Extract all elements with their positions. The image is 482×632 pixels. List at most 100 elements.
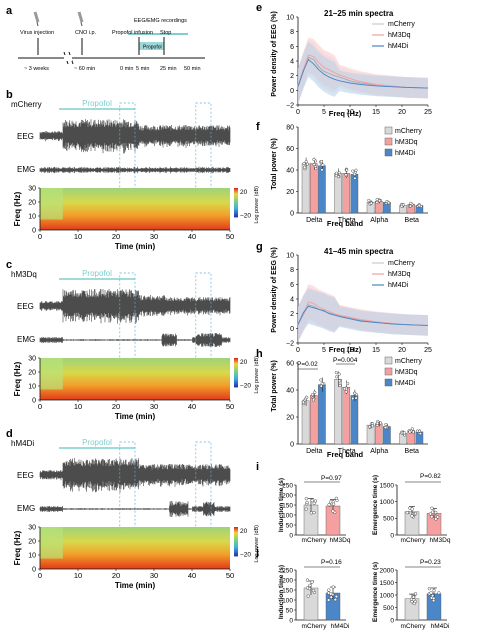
data-point xyxy=(354,396,358,400)
j-ind-pvalue: P=0.16 xyxy=(321,559,342,566)
pair-y-tick-label: 1000 xyxy=(380,592,395,599)
data-point xyxy=(327,588,331,592)
data-point xyxy=(309,511,313,515)
pair-y-tick-label: 100 xyxy=(282,512,293,519)
data-point xyxy=(313,390,317,394)
pair-y-tick-label: 150 xyxy=(282,587,293,594)
legend-h-hm4di: hM4Di xyxy=(395,380,416,387)
data-point xyxy=(338,379,342,383)
eeg-label: EEG xyxy=(17,471,34,480)
data-point xyxy=(354,168,358,172)
legend-f-hm4di: hM4Di xyxy=(395,150,416,157)
data-point xyxy=(305,500,309,505)
data-point xyxy=(432,589,436,593)
panel-letter-f: f xyxy=(256,121,260,133)
bars-y-tick-label: 40 xyxy=(286,388,294,395)
propofol-infusion-label: Propofol infusion xyxy=(112,30,153,36)
spectra-y-tick-label: 2 xyxy=(290,311,294,318)
data-point xyxy=(312,510,316,515)
time-axis-label: Time (min) xyxy=(115,581,156,590)
bar-delta-hm4di xyxy=(318,165,326,214)
emg-label: EMG xyxy=(17,335,35,344)
pair-y-tick-label: 250 xyxy=(282,567,293,574)
spectra-band-hm4di xyxy=(298,41,428,105)
trace-panels: mCherry Propofol EEG EMG 0 10 20 30 0 10 20 30 40 50 F… xyxy=(11,99,260,590)
spec-y-tick-label: 10 xyxy=(28,553,36,560)
i-ind-ylabel: Induction time (s) xyxy=(278,478,285,532)
data-point xyxy=(377,199,381,203)
spec-y-tick-label: 0 xyxy=(32,228,36,235)
pair-y-tick-label: 0 xyxy=(390,532,394,539)
spec-x-tick-label: 10 xyxy=(74,402,82,411)
bars-h-legend: mCherry hM3Dq hM4Di xyxy=(384,356,422,387)
spectra-x-tick-label: 5 xyxy=(322,109,326,116)
data-point xyxy=(302,400,306,404)
data-point xyxy=(312,163,316,167)
i-eme-pvalue: P=0.82 xyxy=(420,473,441,480)
tick-label-60min: ~ 60 min xyxy=(74,66,95,72)
data-point xyxy=(310,498,314,503)
data-point xyxy=(410,514,414,518)
spectra-y-tick-label: 10 xyxy=(286,253,294,260)
bars-y-tick-label: 80 xyxy=(286,125,294,132)
data-point xyxy=(319,384,323,388)
propofol-label: Propofol xyxy=(82,99,112,108)
pair-y-tick-label: 1500 xyxy=(380,482,395,489)
freq-axis-label: Freq (Hz) xyxy=(13,530,22,565)
data-point xyxy=(431,594,435,598)
spec-x-tick-label: 50 xyxy=(226,402,234,411)
spec-x-tick-label: 30 xyxy=(150,402,158,411)
data-point xyxy=(304,507,308,511)
data-point xyxy=(411,595,416,599)
spectra-e-ylabel: Power density of EEG (%) xyxy=(271,11,278,97)
colorbar-tick-high: 20 xyxy=(240,359,248,366)
propofol-label: Propofol xyxy=(82,438,112,447)
emg-trace xyxy=(39,333,231,347)
spectra-y-tick-label: −2 xyxy=(286,103,294,110)
bars-category-label: Theta xyxy=(338,217,356,224)
data-point xyxy=(387,201,391,205)
spectra-line-hm4di xyxy=(297,58,429,89)
data-point xyxy=(334,594,339,599)
data-point xyxy=(413,592,418,596)
j-group-4: hM4Di xyxy=(431,623,450,630)
data-point xyxy=(413,511,418,516)
data-point xyxy=(353,391,357,395)
data-point xyxy=(410,507,414,511)
data-point xyxy=(321,163,325,167)
spectrogram-wake-region xyxy=(40,358,63,390)
spectra-y-tick-label: 4 xyxy=(290,59,294,66)
tick-label-25min: 25 min xyxy=(160,66,177,72)
spectrogram-wake-region xyxy=(40,188,63,220)
spectra-y-tick-label: 10 xyxy=(286,15,294,22)
data-point xyxy=(345,168,349,172)
time-axis-label: Time (min) xyxy=(115,242,156,251)
spec-x-tick-label: 0 xyxy=(38,571,42,580)
data-point xyxy=(435,515,440,519)
spec-y-tick-label: 20 xyxy=(28,200,36,207)
spec-x-tick-label: 40 xyxy=(188,232,196,241)
legend-e-hm3dq: hM3Dq xyxy=(388,32,411,39)
pair-y-tick-label: 100 xyxy=(282,597,293,604)
spec-x-tick-label: 30 xyxy=(150,232,158,241)
pair-y-tick-label: 50 xyxy=(286,522,294,529)
data-point xyxy=(379,421,383,425)
eeg-trace xyxy=(39,458,231,493)
data-point xyxy=(368,425,372,429)
tick-label-50min: 50 min xyxy=(184,66,201,72)
data-point xyxy=(305,162,309,166)
trace-panel-mcherry: mCherry Propofol EEG EMG 0 10 20 30 0 10 20 30 40 50 F… xyxy=(11,99,260,251)
time-axis-label: Time (min) xyxy=(115,412,156,421)
data-point xyxy=(351,396,355,400)
spec-x-tick-label: 0 xyxy=(38,232,42,241)
i-eme-ylabel: Emergence time (s) xyxy=(372,475,379,535)
data-point xyxy=(320,168,324,172)
spec-x-tick-label: 40 xyxy=(188,402,196,411)
data-point xyxy=(400,204,404,208)
data-point xyxy=(329,595,333,599)
j-group-3: mCherry xyxy=(401,623,427,630)
emg-label: EMG xyxy=(17,165,35,174)
